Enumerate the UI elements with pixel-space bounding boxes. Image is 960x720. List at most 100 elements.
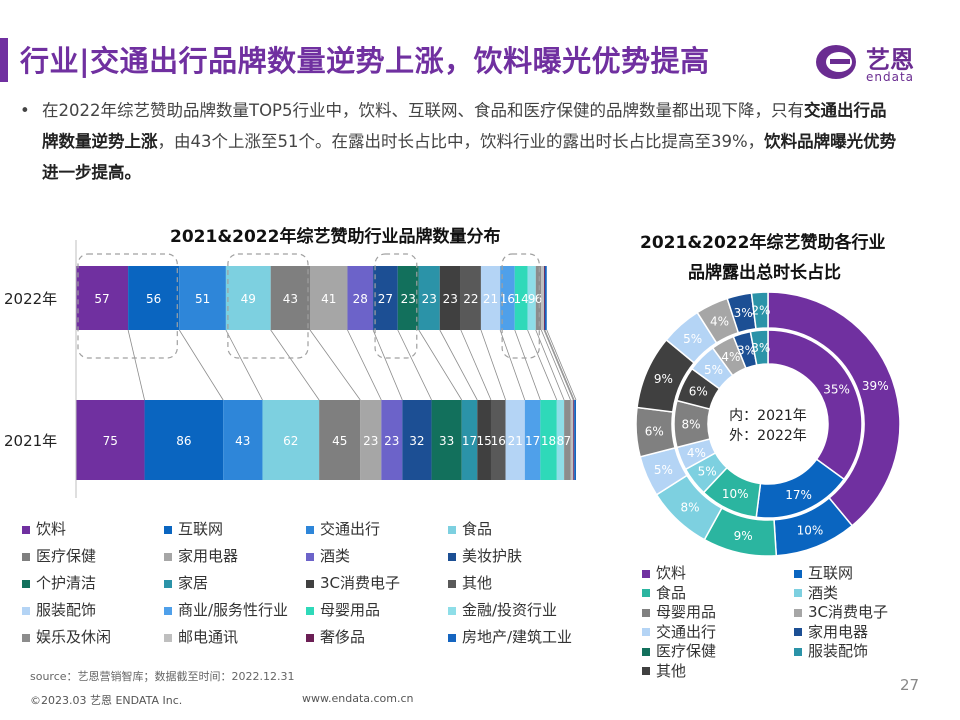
bar-0-11 — [460, 266, 481, 330]
donut-label-0-5: 8% — [681, 418, 700, 432]
donut-label-1-8: 4% — [710, 314, 729, 328]
bar-label-0-1: 56 — [146, 292, 161, 306]
bar-label-1-8: 33 — [439, 434, 454, 448]
bar-label-0-8: 23 — [401, 292, 416, 306]
connector-12 — [499, 329, 526, 401]
bar-0-4 — [270, 266, 311, 330]
bar-label-1-3: 62 — [283, 434, 298, 448]
legend-left-item: 家居 — [164, 572, 208, 593]
bar-0-16 — [535, 266, 542, 330]
legend-swatch — [448, 525, 456, 534]
legend-swatch — [794, 647, 802, 656]
legend-swatch — [448, 633, 456, 642]
legend-right-item: 饮料 — [642, 562, 686, 583]
bar-label-0-2: 51 — [195, 292, 210, 306]
legend-swatch — [164, 633, 172, 642]
donut-label-0-3: 5% — [698, 465, 717, 479]
legend-swatch — [22, 633, 30, 642]
summary-paragraph: • 在2022年综艺赞助品牌数量TOP5行业中，饮料、互联网、食品和医疗保健的品… — [20, 95, 900, 188]
bar-1-4 — [319, 400, 361, 480]
bar-0-13 — [500, 266, 515, 330]
website: www.endata.com.cn — [302, 692, 414, 705]
legend-label: 食品 — [462, 520, 493, 538]
legend-left-item: 互联网 — [164, 518, 223, 539]
donut-label-0-2: 10% — [722, 487, 749, 501]
legend-label: 其他 — [656, 661, 687, 680]
bar-label-1-16: 7 — [563, 434, 571, 448]
legend-right-item: 互联网 — [794, 562, 853, 583]
legend-left-item: 母婴用品 — [306, 599, 380, 620]
legend-label: 饮料 — [36, 520, 67, 538]
legend-left-item: 交通出行 — [306, 518, 380, 539]
legend-label: 饮料 — [656, 564, 687, 582]
source-note: source：艺恩营销智库；数据截至时间：2022.12.31 — [30, 670, 295, 683]
legend-swatch — [22, 552, 30, 561]
legend-right-item: 医疗保健 — [642, 640, 716, 661]
legend-left-item: 其他 — [448, 572, 492, 593]
donut-label-1-6: 9% — [654, 372, 673, 386]
bar-1-5 — [360, 400, 382, 480]
legend-left-item: 饮料 — [22, 518, 66, 539]
legend-left-item: 娱乐及休闲 — [22, 626, 111, 647]
donut-label-0-9: 3% — [737, 344, 756, 358]
bar-1-2 — [223, 400, 263, 480]
legend-swatch — [642, 589, 650, 597]
legend-swatch — [164, 579, 172, 588]
legend-left-item: 邮电通讯 — [164, 626, 238, 647]
donut-slice-0-10 — [749, 329, 769, 366]
legend-label: 奢侈品 — [320, 628, 366, 646]
legend-swatch — [642, 608, 650, 617]
donut-label-1-4: 5% — [654, 463, 673, 477]
donut-slice-0-0 — [767, 329, 863, 481]
bar-0-2 — [179, 266, 226, 330]
bar-label-0-13: 16 — [500, 292, 515, 306]
bar-0-5 — [310, 266, 348, 330]
bar-0-15 — [527, 266, 536, 330]
donut-slice-1-10 — [750, 291, 769, 330]
connector-11 — [480, 329, 506, 401]
legend-swatch — [22, 606, 30, 615]
connector-15 — [535, 329, 565, 401]
bar-label-0-11: 22 — [463, 292, 478, 306]
bar-label-0-16: 6 — [535, 292, 543, 306]
connector-10 — [460, 329, 492, 401]
bar-label-1-1: 86 — [176, 434, 191, 448]
bar-1-3 — [262, 400, 320, 480]
bar-1-19 — [574, 400, 576, 480]
connector-8 — [418, 329, 463, 401]
highlight-box-0 — [77, 253, 178, 359]
summary-bold2: 饮料品牌曝光优势进一步提高。 — [42, 132, 897, 182]
legend-swatch — [794, 569, 802, 578]
bar-label-1-4: 45 — [332, 434, 347, 448]
legend-label: 家居 — [178, 574, 209, 592]
legend-label: 服装配饰 — [808, 642, 869, 660]
bar-0-0 — [76, 266, 129, 330]
page-number: 27 — [900, 676, 920, 694]
bar-label-1-9: 17 — [462, 434, 477, 448]
legend-left-item: 家用电器 — [164, 545, 238, 566]
bar-label-0-12: 21 — [483, 292, 498, 306]
bar-1-7 — [402, 400, 432, 480]
legend-label: 3C消费电子 — [808, 603, 889, 621]
legend-label: 3C消费电子 — [320, 574, 401, 592]
legend-label: 商业/服务性行业 — [178, 601, 289, 619]
bar-1-10 — [477, 400, 491, 480]
donut-label-0-1: 17% — [785, 488, 812, 502]
legend-label: 酒类 — [320, 547, 351, 565]
bar-1-0 — [76, 400, 145, 480]
summary-bold1: 交通出行品牌数量逆势上涨 — [42, 101, 887, 151]
legend-swatch — [306, 633, 314, 642]
logo-subtext: endata — [866, 70, 915, 84]
connector-16 — [540, 329, 571, 401]
connector-6 — [372, 329, 403, 401]
bar-0-10 — [439, 266, 461, 330]
legend-left-item: 3C消费电子 — [306, 572, 400, 593]
connector-1 — [178, 329, 224, 401]
legend-right-item: 母婴用品 — [642, 601, 716, 622]
outer-ring-label: 外：2022年 — [729, 428, 807, 444]
bar-1-18 — [573, 400, 575, 480]
donut-slice-1-0 — [767, 291, 901, 527]
bar-0-6 — [347, 266, 374, 330]
legend-label: 母婴用品 — [320, 601, 381, 619]
